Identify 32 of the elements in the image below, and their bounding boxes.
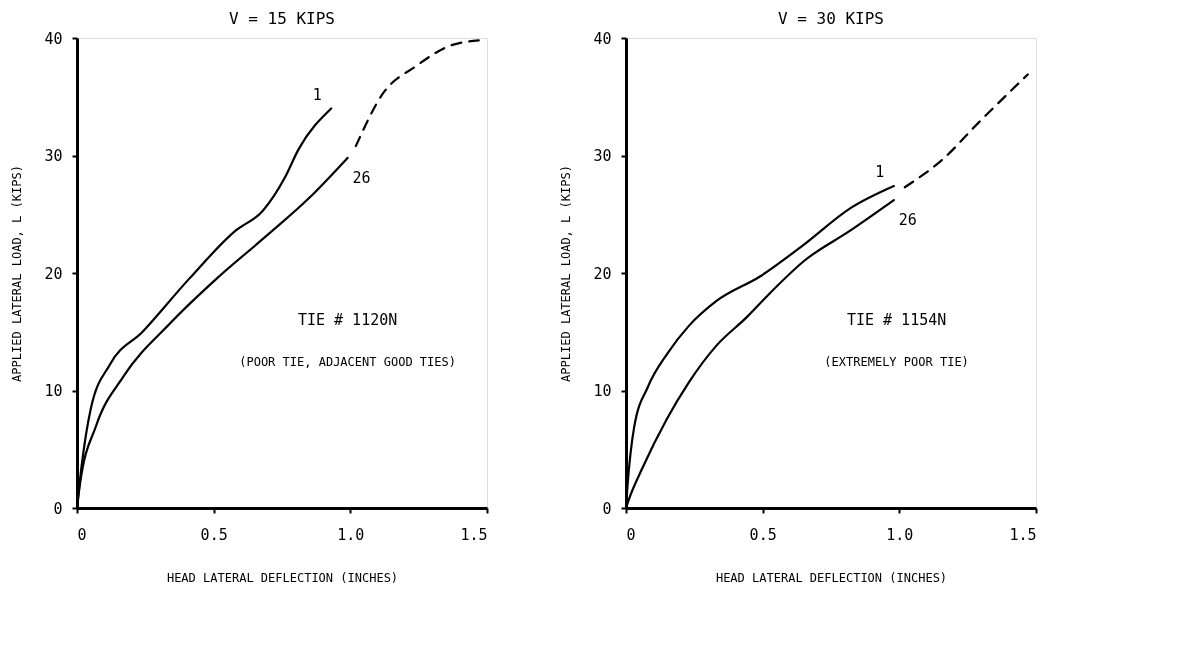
chart-title: V = 15 KIPS xyxy=(229,9,335,28)
x-tick-label: 0 xyxy=(626,525,636,544)
y-tick-label: 10 xyxy=(44,382,63,400)
series-label: 1 xyxy=(875,163,885,182)
y-tick-label: 40 xyxy=(593,29,612,48)
y-tick-label: 40 xyxy=(44,29,63,48)
annotation: TIE # 1120N xyxy=(297,311,398,329)
annotation: TIE # 1154N xyxy=(846,311,947,329)
x-tick-label: 0.5 xyxy=(200,525,228,544)
y-tick-label: 30 xyxy=(593,147,612,165)
annotation: (EXTREMELY POOR TIE) xyxy=(824,355,969,370)
y-axis-title: APPLIED LATERAL LOAD, L (KIPS) xyxy=(559,165,574,382)
y-tick-label: 10 xyxy=(593,382,612,400)
series-label: 26 xyxy=(898,211,917,230)
chart-title: V = 30 KIPS xyxy=(778,9,884,28)
y-tick-label: 0 xyxy=(602,499,612,518)
x-tick-label: 1.0 xyxy=(337,525,365,544)
series-label: 26 xyxy=(352,168,371,187)
y-tick-label: 20 xyxy=(44,264,63,283)
y-tick-label: 30 xyxy=(44,147,63,165)
series-label: 1 xyxy=(312,85,322,104)
x-axis-title: HEAD LATERAL DEFLECTION (INCHES) xyxy=(715,570,948,585)
y-axis-title: APPLIED LATERAL LOAD, L (KIPS) xyxy=(10,165,25,382)
y-tick-label: 0 xyxy=(53,499,63,518)
x-tick-label: 1.5 xyxy=(460,525,488,544)
x-tick-label: 1.0 xyxy=(886,525,914,544)
x-tick-label: 1.5 xyxy=(1009,525,1037,544)
annotation: (POOR TIE, ADJACENT GOOD TIES) xyxy=(239,355,456,370)
x-tick-label: 0 xyxy=(77,525,87,544)
x-axis-title: HEAD LATERAL DEFLECTION (INCHES) xyxy=(166,570,399,585)
y-tick-label: 20 xyxy=(593,264,612,283)
x-tick-label: 0.5 xyxy=(749,525,777,544)
